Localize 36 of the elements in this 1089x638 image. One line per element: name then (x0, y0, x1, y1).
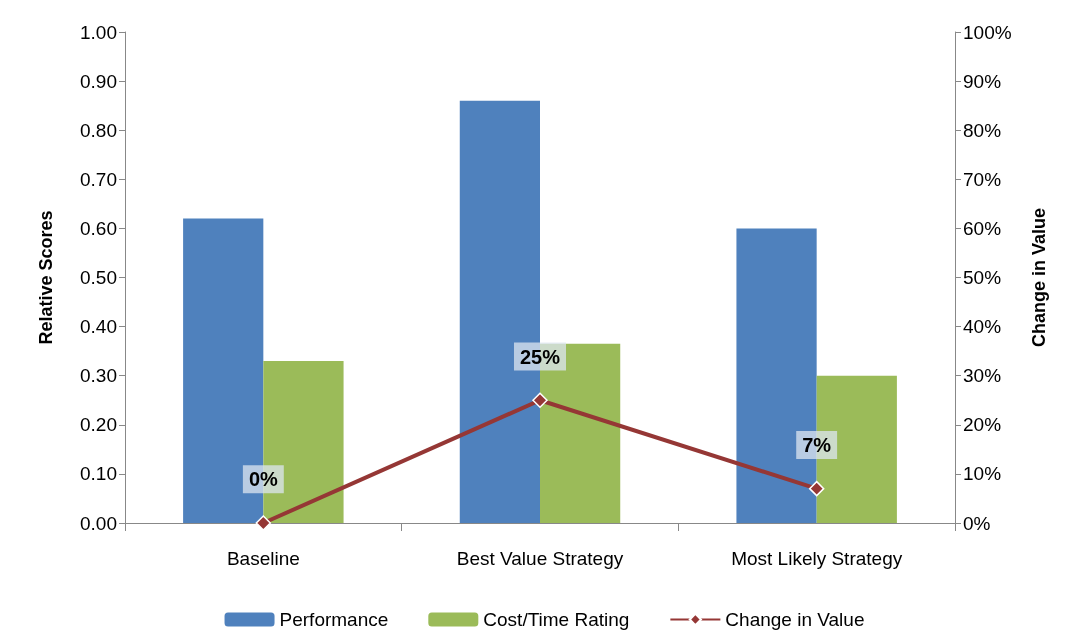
y2-tick-label: 40% (963, 316, 1002, 338)
y-tick-label: 0.10 (80, 463, 117, 485)
y-tick-label: 1.00 (80, 21, 117, 43)
y2-axis-title: Change in Value (1029, 207, 1049, 348)
y2-tick-label: 60% (963, 217, 1002, 239)
y-tick-label: 0.60 (80, 217, 117, 239)
x-tick-label: Baseline (226, 548, 300, 569)
x-tick-label: Best Value Strategy (456, 548, 624, 569)
point (532, 392, 548, 408)
y2-tick-label: 50% (963, 267, 1002, 288)
y-tick-label: 0.80 (80, 119, 117, 141)
legend-label: Cost/Time Rating (483, 609, 630, 630)
data-label: 0% (248, 468, 278, 491)
point (255, 515, 272, 531)
legend-label: Change in Value (725, 609, 865, 630)
y2-tick-label: 90% (963, 70, 1002, 92)
y2-tick-label: 80% (963, 119, 1002, 141)
y-axis-title: Relative Scores (36, 210, 56, 345)
y-tick-label: 0.20 (80, 414, 117, 436)
x-tick-label: Most Likely Strategy (731, 548, 903, 569)
legend-label: Performance (279, 609, 389, 630)
y2-tick-label: 10% (963, 463, 1002, 485)
y2-tick-label: 30% (963, 365, 1002, 387)
data-label: 7% (802, 433, 832, 456)
y2-tick-label: 70% (963, 168, 1002, 190)
y-tick-label: 0.00 (80, 512, 117, 534)
y2-tick-label: 100% (963, 21, 1012, 43)
y-tick-label: 0.40 (80, 316, 117, 338)
y-tick-label: 0.50 (80, 267, 117, 288)
data-label: 25% (519, 345, 561, 368)
y-tick-label: 0.70 (80, 168, 117, 190)
y-tick-label: 0.30 (80, 365, 117, 387)
point (808, 480, 825, 497)
y2-tick-label: 20% (963, 414, 1002, 436)
y-tick-label: 0.90 (80, 70, 117, 92)
y2-tick-label: 0% (963, 512, 991, 534)
